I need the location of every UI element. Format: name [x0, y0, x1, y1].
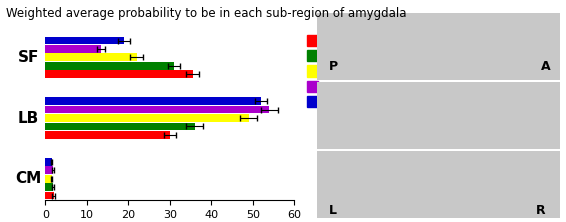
Bar [45, 62, 174, 70]
Bar [45, 158, 52, 166]
Text: SF: SF [18, 50, 40, 65]
Bar [45, 45, 101, 53]
Text: Weighted average probability to be in each sub-region of amygdala: Weighted average probability to be in ea… [6, 7, 406, 20]
Text: R: R [536, 204, 546, 217]
Bar [45, 97, 261, 105]
Bar [45, 175, 52, 183]
Bar [45, 123, 195, 130]
Bar [45, 37, 124, 44]
Bar [45, 166, 53, 174]
Legend: Motor, IFG, OFC, FG, STS: Motor, IFG, OFC, FG, STS [305, 32, 362, 110]
Bar [45, 106, 269, 113]
Bar [45, 183, 53, 191]
Text: P: P [329, 60, 338, 73]
Text: A: A [541, 60, 551, 73]
Text: L: L [329, 204, 337, 217]
Bar [45, 131, 170, 139]
Text: CM: CM [15, 171, 42, 186]
Bar [45, 192, 54, 199]
Bar [45, 114, 248, 122]
Text: LB: LB [18, 111, 39, 126]
Bar [45, 70, 192, 78]
Bar [45, 54, 136, 61]
